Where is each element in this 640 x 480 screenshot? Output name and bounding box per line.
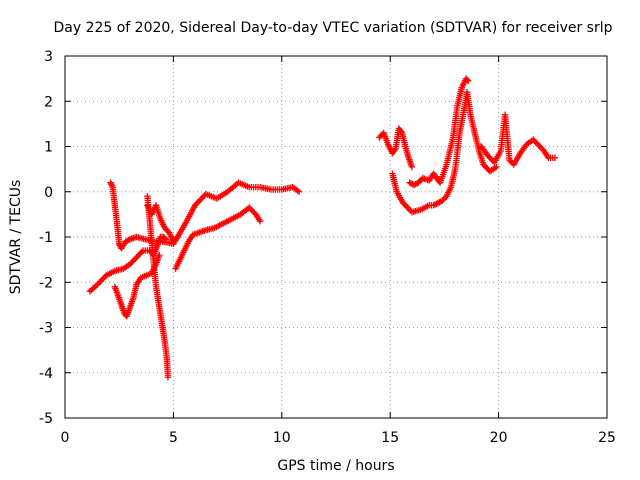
data-point <box>493 163 500 171</box>
series-track-7 <box>376 125 416 171</box>
chart-title: Day 225 of 2020, Sidereal Day-to-day VTE… <box>53 20 612 36</box>
series-track-6 <box>172 204 264 272</box>
data-point <box>463 76 471 83</box>
grid-lines <box>65 56 607 418</box>
y-axis-label: SDTVAR / TECUs <box>8 180 24 295</box>
series-track-8 <box>389 89 500 216</box>
y-tick-label: 1 <box>44 140 53 156</box>
y-tick-label: -3 <box>39 321 53 337</box>
data-point <box>256 217 264 225</box>
x-tick-label: 25 <box>598 430 616 446</box>
data-point <box>138 248 145 256</box>
plot-frame <box>64 55 608 419</box>
x-tick-label: 15 <box>381 430 399 446</box>
y-tick-label: 3 <box>44 49 53 65</box>
data-markers <box>86 75 559 381</box>
data-point <box>551 154 559 162</box>
x-tick-label: 10 <box>273 430 291 446</box>
axis-tick-labels: 0 5 10 15 20 25 -5 -4 -3 -2 -1 0 1 2 3 <box>39 49 616 446</box>
series-track-3 <box>111 251 163 320</box>
series-track-5 <box>144 202 181 245</box>
x-tick-label: 0 <box>61 430 70 446</box>
data-point <box>125 236 132 244</box>
y-tick-label: 0 <box>44 185 53 201</box>
y-tick-label: -4 <box>39 366 53 382</box>
data-point <box>164 374 172 381</box>
series-track-10 <box>478 111 559 168</box>
y-tick-label: -2 <box>39 275 53 291</box>
x-axis-label: GPS time / hours <box>277 458 394 474</box>
y-tick-label: -5 <box>39 411 53 427</box>
data-point <box>156 251 163 259</box>
series-track-9 <box>406 75 472 189</box>
x-tick-label: 5 <box>169 430 178 446</box>
data-point <box>408 163 416 171</box>
data-point <box>465 77 472 85</box>
y-tick-label: -1 <box>39 230 53 246</box>
data-point <box>295 188 303 195</box>
x-tick-label: 20 <box>490 430 508 446</box>
y-tick-label: 2 <box>44 94 53 110</box>
series-track-4 <box>144 193 172 381</box>
data-point <box>174 233 181 241</box>
series-track-2 <box>107 179 303 252</box>
